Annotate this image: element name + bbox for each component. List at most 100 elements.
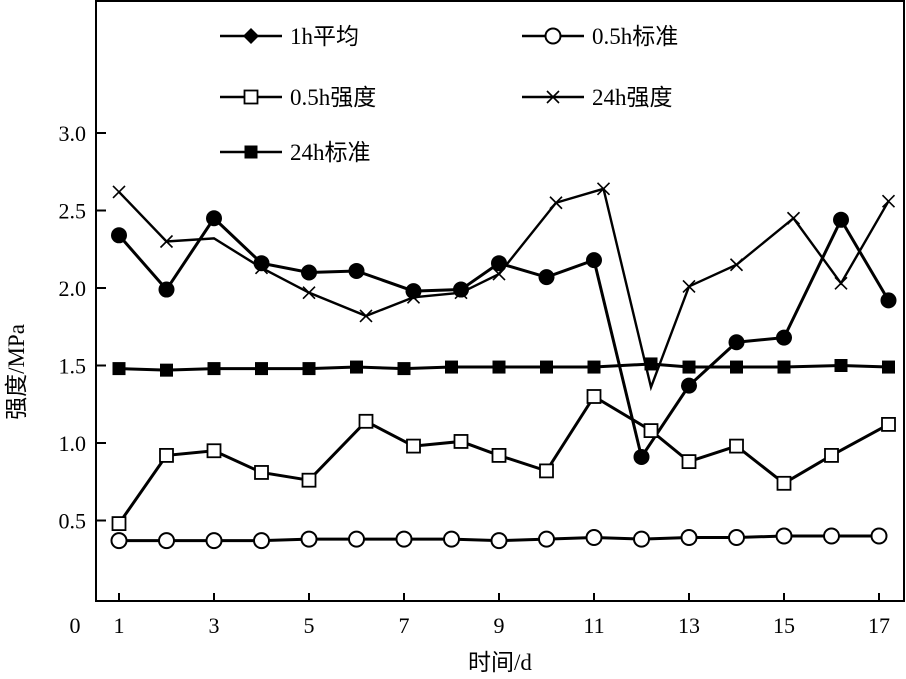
data-point-cross [546, 90, 560, 104]
y-tick-label: 1.5 [59, 354, 87, 379]
data-point-open-square [254, 465, 269, 480]
data-point-open-circle [300, 530, 318, 548]
data-point-filled-square [834, 359, 848, 372]
data-point-open-square [643, 423, 659, 439]
x-tick-label: 13 [678, 613, 700, 638]
data-point-cross [254, 261, 269, 275]
data-point-cross [492, 267, 506, 281]
x-tick-label: 11 [583, 613, 604, 638]
x-tick-label: 1 [114, 613, 125, 638]
y-tick-label: 2.5 [59, 199, 87, 224]
data-point-open-square [729, 438, 744, 454]
data-point-filled-circle [586, 252, 602, 269]
data-point-cross [881, 194, 896, 208]
legend-label: 0.5h强度 [290, 85, 376, 110]
data-point-cross [786, 211, 801, 225]
data-point-open-square [358, 413, 374, 429]
data-point-filled-circle [301, 264, 317, 281]
legend-label: 24h强度 [592, 85, 673, 110]
y-tick-label: 3.0 [59, 121, 87, 146]
series-3 [112, 182, 896, 392]
data-point-open-circle [348, 530, 365, 548]
data-point-open-circle [158, 532, 175, 550]
data-point-filled-circle [206, 210, 222, 227]
data-point-filled-circle [111, 227, 127, 244]
x-tick-label: 3 [209, 613, 220, 638]
data-point-cross [549, 196, 563, 210]
data-point-open-square [776, 475, 792, 491]
data-point-cross [302, 286, 316, 300]
x-tick-label: 7 [399, 613, 410, 638]
data-point-open-circle [110, 532, 128, 550]
data-point-open-circle [680, 529, 698, 547]
data-point-filled-square [730, 360, 743, 374]
data-point-cross [454, 286, 468, 300]
data-point-open-circle [585, 529, 603, 547]
data-point-filled-square [540, 360, 553, 374]
x-tick-label: 17 [868, 613, 890, 638]
series-line [117, 215, 890, 461]
data-point-open-circle [443, 530, 460, 548]
data-point-cross [406, 290, 421, 304]
y-tick-label: 1.0 [59, 431, 87, 456]
data-point-open-square [881, 416, 896, 432]
data-point-filled-circle [833, 211, 849, 228]
data-point-filled-square [492, 360, 506, 374]
data-point-open-square [453, 434, 469, 449]
data-point-filled-square [882, 360, 895, 374]
data-point-cross [359, 309, 373, 323]
data-point-filled-square [587, 360, 601, 374]
data-point-open-square [586, 389, 602, 404]
data-point-filled-square [255, 362, 268, 376]
data-point-filled-circle [405, 283, 422, 300]
data-point-open-circle [395, 530, 413, 548]
y-axis-label: 强度/MPa [4, 324, 29, 420]
legend-item: 24h强度 [522, 85, 673, 110]
data-point-open-square [206, 443, 222, 459]
data-point-open-circle [538, 530, 555, 548]
data-point-cross [596, 182, 611, 196]
data-point-filled-circle [633, 448, 650, 465]
data-point-cross [682, 279, 696, 294]
x-tick-label: 0 [70, 613, 81, 638]
plot-frame [95, 0, 905, 602]
data-point-filled-circle [538, 269, 555, 286]
x-tick-label: 5 [304, 613, 315, 638]
legend: 1h平均 0.5h标准 0.5h强度 24h强度 24h标准 [220, 24, 678, 165]
x-tick-label: 9 [494, 613, 505, 638]
data-point-filled-circle [158, 281, 175, 298]
data-point-filled-square [350, 360, 363, 374]
series-4 [112, 357, 895, 377]
data-point-open-circle [823, 527, 840, 545]
series-1 [110, 527, 888, 550]
data-point-open-circle [870, 527, 888, 545]
data-point-filled-circle [728, 334, 745, 351]
series-line [118, 187, 890, 392]
data-point-cross [834, 276, 848, 290]
data-point-filled-square [644, 357, 658, 371]
data-point-filled-square [397, 362, 411, 376]
legend-label: 0.5h标准 [592, 24, 678, 49]
data-point-open-circle [205, 532, 223, 550]
data-point-filled-square [302, 362, 316, 376]
data-point-open-square [301, 472, 317, 488]
data-point-open-circle [775, 527, 793, 545]
data-point-open-square [491, 447, 507, 463]
legend-item: 0.5h强度 [220, 85, 376, 110]
data-point-filled-circle [348, 262, 365, 279]
x-tick-label: 15 [773, 613, 795, 638]
data-point-filled-square [777, 360, 791, 374]
data-point-open-square [111, 516, 127, 531]
data-point-cross [112, 185, 126, 199]
legend-label: 1h平均 [290, 24, 359, 49]
data-point-filled-circle [253, 255, 270, 272]
legend-label: 24h标准 [290, 140, 371, 165]
data-point-filled-square [445, 360, 458, 374]
data-point-filled-square [244, 145, 258, 159]
legend-item: 0.5h标准 [522, 24, 678, 49]
data-point-filled-circle [681, 377, 697, 394]
series-2 [111, 389, 896, 531]
data-point-filled-square [112, 362, 126, 376]
legend-marker-diamond [243, 28, 259, 44]
data-point-open-circle [253, 532, 270, 550]
